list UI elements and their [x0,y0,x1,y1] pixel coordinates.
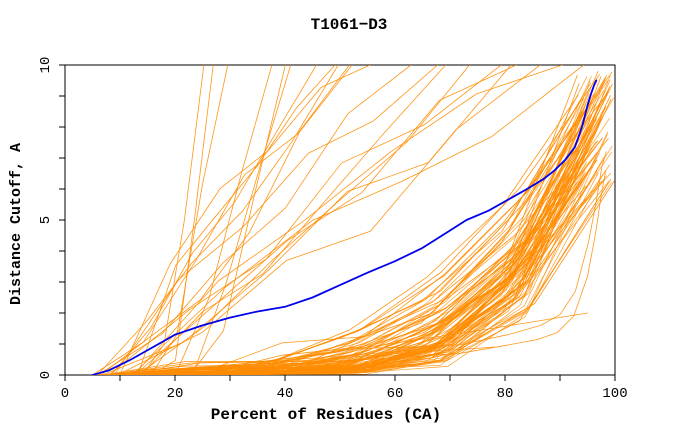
svg-text:60: 60 [387,386,404,402]
svg-text:20: 20 [167,386,184,402]
svg-text:40: 40 [277,386,294,402]
svg-text:10: 10 [38,57,54,74]
svg-text:5: 5 [38,216,54,224]
svg-text:100: 100 [602,386,627,402]
svg-text:80: 80 [497,386,514,402]
svg-text:0: 0 [38,371,54,379]
svg-text:0: 0 [61,386,69,402]
